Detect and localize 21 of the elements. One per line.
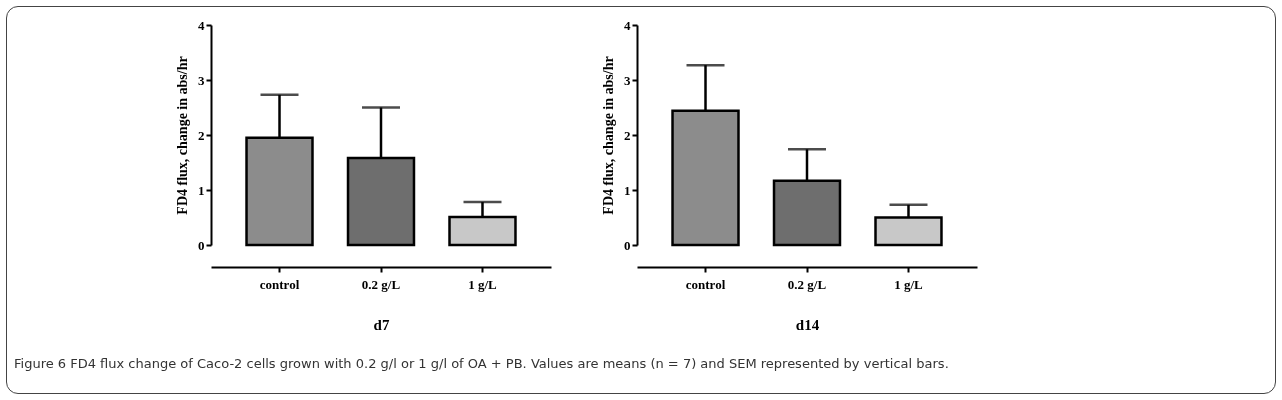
x-tick-label: control: [259, 276, 300, 292]
y-tick-label: 1: [198, 182, 205, 198]
y-axis-title: FD4 flux, change in abs/hr: [601, 56, 616, 215]
x-axis-title: d14: [795, 316, 820, 333]
y-tick-label: 4: [624, 17, 631, 33]
x-tick-label: 0.2 g/L: [361, 276, 401, 292]
y-tick-label: 2: [624, 127, 631, 143]
caption: Figure 6 FD4 flux change of Caco-2 cells grown with 0.2 g/l or 1 g/l of OA + PB. Values are means (n = 7) and SEM represented by vertical bars.: [14, 356, 949, 371]
y-tick-label: 3: [198, 72, 205, 88]
x-tick-label: control: [685, 276, 726, 292]
y-tick-label: 2: [198, 127, 205, 143]
y-tick-label: 0: [624, 237, 631, 253]
y-tick-label: 0: [198, 237, 205, 253]
x-tick-label: 1 g/L: [894, 276, 924, 292]
y-tick-label: 1: [624, 182, 631, 198]
y-tick-label: 3: [624, 72, 631, 88]
x-tick-label: 1 g/L: [468, 276, 498, 292]
x-tick-label: 0.2 g/L: [787, 276, 827, 292]
y-tick-label: 4: [198, 17, 205, 33]
x-axis-title: d7: [373, 316, 390, 333]
y-axis-title: FD4 flux, change in abs/hr: [175, 56, 190, 215]
